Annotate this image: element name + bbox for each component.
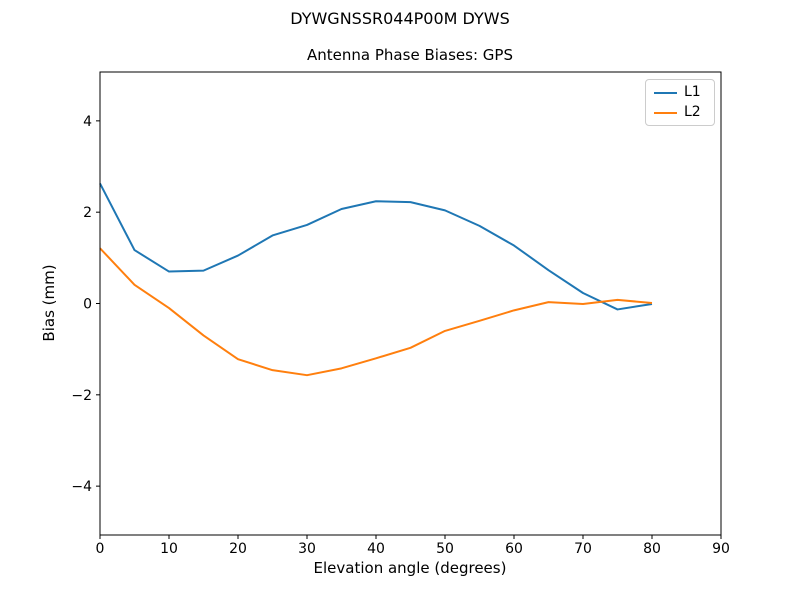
x-tick-label: 90 (712, 541, 730, 557)
y-tick-label: 2 (83, 205, 92, 221)
legend-label-l2: L2 (684, 104, 701, 120)
legend-label-l1: L1 (684, 84, 701, 100)
y-tick-label: 0 (83, 297, 92, 313)
x-tick-label: 10 (160, 541, 178, 557)
axes-frame (99, 71, 722, 536)
x-axis-label: Elevation angle (degrees) (313, 559, 507, 577)
legend-item-l2: L2 (654, 105, 706, 120)
y-tick-label: 4 (83, 114, 92, 130)
series-line-l2 (99, 247, 653, 377)
y-tick-label: −4 (71, 479, 92, 495)
y-tick-label: −2 (71, 388, 92, 404)
series-line-l1 (99, 182, 653, 311)
x-tick-label: 50 (436, 541, 454, 557)
axes-title: Antenna Phase Biases: GPS (307, 46, 513, 64)
legend: L1 L2 (645, 79, 715, 126)
legend-item-l1: L1 (654, 85, 706, 100)
y-axis-label: Bias (mm) (40, 264, 58, 342)
x-tick-label: 40 (367, 541, 385, 557)
figure-title: DYWGNSSR044P00M DYWS (290, 9, 510, 28)
x-tick-label: 70 (574, 541, 592, 557)
x-tick-label: 30 (298, 541, 316, 557)
x-tick-label: 60 (505, 541, 523, 557)
x-tick-label: 20 (229, 541, 247, 557)
l2-line-swatch (654, 111, 677, 114)
x-tick-label: 0 (96, 541, 105, 557)
x-tick-label: 80 (643, 541, 661, 557)
l1-line-swatch (654, 91, 677, 94)
